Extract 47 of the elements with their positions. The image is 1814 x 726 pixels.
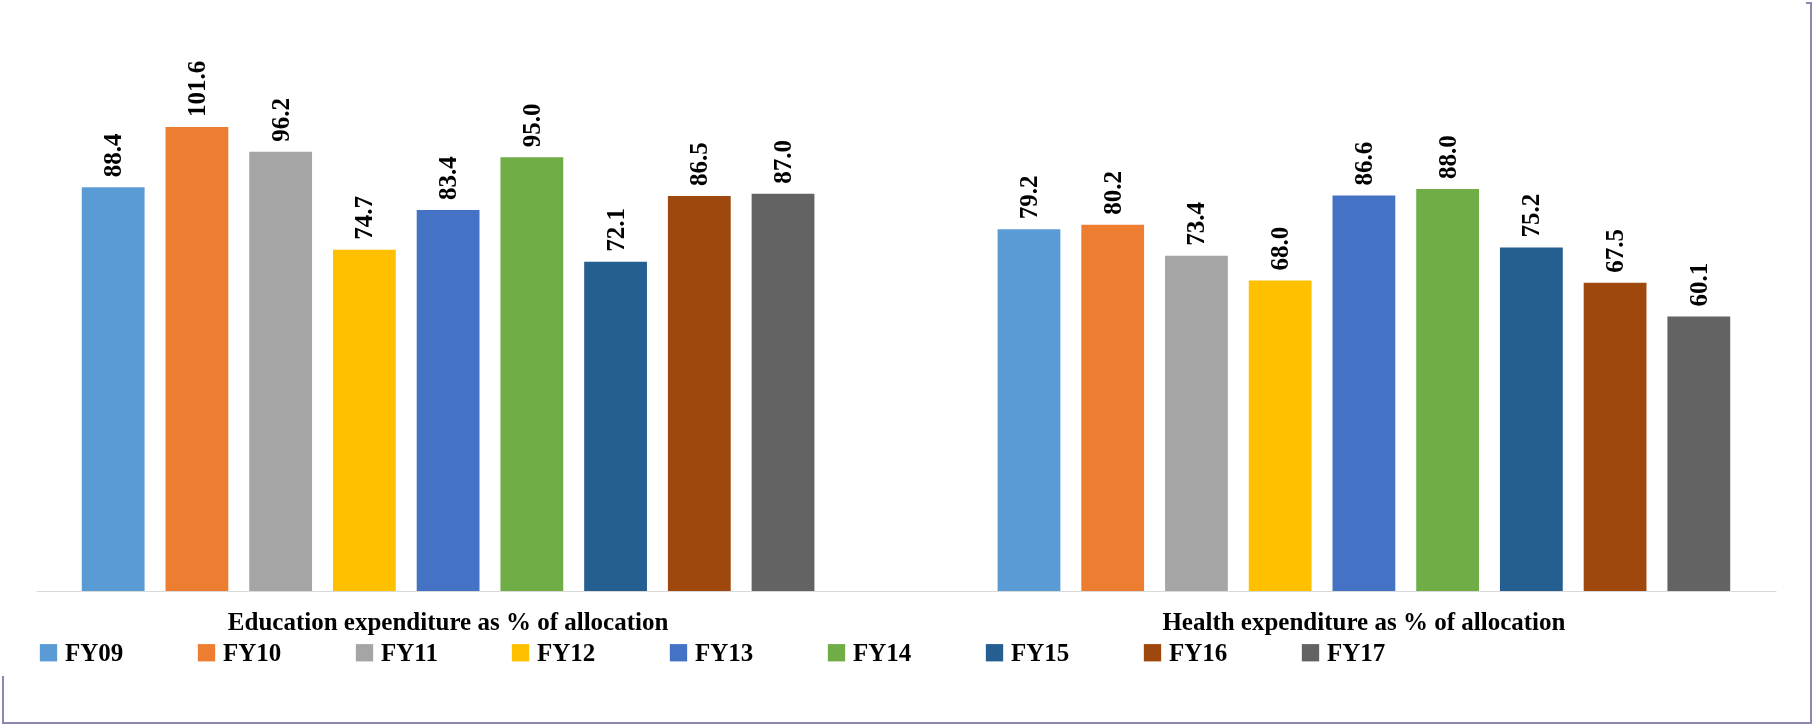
legend-label: FY16 xyxy=(1169,638,1228,666)
data-label: 87.0 xyxy=(769,139,797,184)
bar xyxy=(165,127,229,591)
bar xyxy=(1667,316,1731,591)
data-label: 79.2 xyxy=(1014,175,1042,220)
bar xyxy=(332,249,396,591)
bar xyxy=(1499,247,1563,591)
bar xyxy=(1248,280,1312,591)
bar xyxy=(1081,224,1145,591)
x-tick-label: Health expenditure as % of allocation xyxy=(1162,607,1566,635)
data-label: 101.6 xyxy=(182,60,210,117)
data-label: 60.1 xyxy=(1684,262,1712,307)
data-label: 74.7 xyxy=(350,196,378,240)
data-label: 83.4 xyxy=(434,155,462,201)
bar xyxy=(751,193,815,591)
data-label: 88.0 xyxy=(1433,135,1461,180)
data-label: 67.5 xyxy=(1601,228,1629,273)
legend-label: FY12 xyxy=(537,638,596,666)
legend-label: FY10 xyxy=(223,638,282,666)
legend-label: FY17 xyxy=(1327,638,1386,666)
bar xyxy=(667,195,731,591)
legend-label: FY09 xyxy=(65,638,124,666)
bar xyxy=(416,210,480,591)
bar xyxy=(81,187,145,591)
bar xyxy=(584,261,647,591)
data-label: 88.4 xyxy=(99,133,127,178)
data-label: 68.0 xyxy=(1266,226,1294,271)
bar xyxy=(1416,189,1480,591)
data-label: 73.4 xyxy=(1182,201,1210,246)
legend-label: FY13 xyxy=(695,638,754,666)
bar xyxy=(997,229,1061,591)
data-label: 86.5 xyxy=(685,142,713,186)
data-label: 75.2 xyxy=(1517,193,1545,238)
bar xyxy=(1332,195,1396,591)
legend-label: FY15 xyxy=(1011,638,1070,666)
data-label: 96.2 xyxy=(266,97,294,142)
x-tick-label: Education expenditure as % of allocation xyxy=(227,607,669,635)
data-label: 95.0 xyxy=(517,103,545,148)
bar xyxy=(249,151,313,591)
legend-label: FY14 xyxy=(853,638,912,666)
legend-label: FY11 xyxy=(381,638,438,666)
data-label: 86.6 xyxy=(1349,141,1377,186)
data-label: 80.2 xyxy=(1098,170,1126,215)
data-label: 72.1 xyxy=(601,207,629,252)
bar xyxy=(1583,282,1647,591)
bar xyxy=(1165,255,1228,591)
bar xyxy=(500,157,564,591)
